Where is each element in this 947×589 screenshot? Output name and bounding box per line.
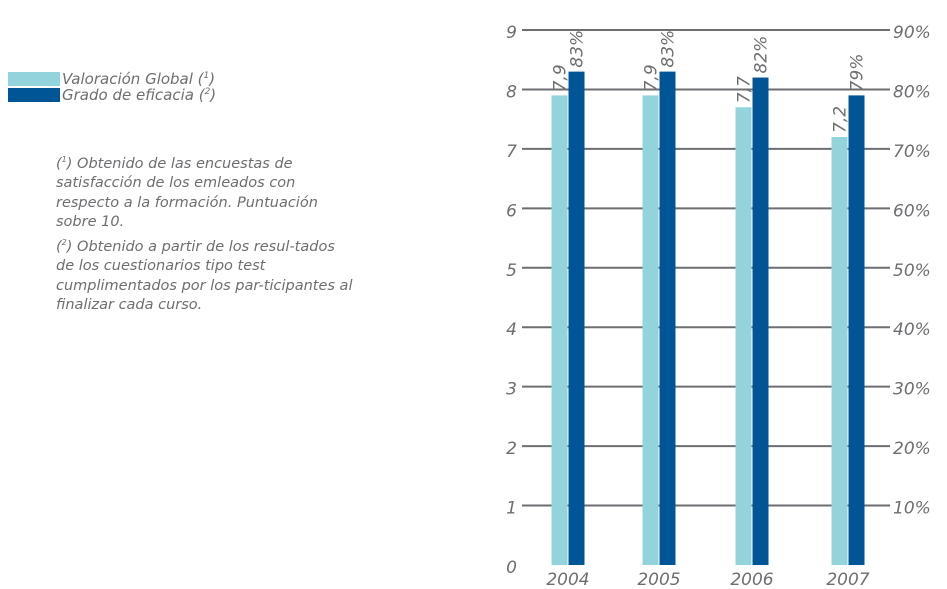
footnote-1: (1) Obtenido de las encuestas de satisfa… <box>56 155 318 231</box>
bar-valoracion-global <box>735 107 752 566</box>
x-axis-category-label: 2005 <box>637 570 680 589</box>
bar-valoracion-global <box>551 95 568 565</box>
data-label-grado-eficacia: 83% <box>568 30 588 68</box>
left-axis-tick-label: 8 <box>506 82 517 102</box>
right-axis-tick-label: 60% <box>893 201 931 221</box>
x-axis-category-label: 2006 <box>730 570 773 589</box>
footnote-2: (2) Obtenido a partir de los resul-tados… <box>56 237 353 314</box>
right-axis-tick-label: 70% <box>893 142 931 162</box>
bar-grado-eficacia <box>659 71 676 565</box>
left-axis-tick-label: 1 <box>506 499 517 519</box>
chart-footnotes: (1) Obtenido de las encuestas de satisfa… <box>56 150 356 316</box>
data-label-valoracion-global: 7,2 <box>831 106 851 133</box>
data-label-valoracion-global: 7,9 <box>551 64 571 91</box>
bar-grado-eficacia <box>568 71 585 565</box>
right-axis-tick-label: 40% <box>893 320 931 340</box>
bar-grado-eficacia <box>848 95 865 565</box>
data-label-grado-eficacia: 83% <box>659 30 679 68</box>
left-axis-tick-label: 6 <box>506 201 517 221</box>
legend-item-grado-eficacia: Grado de eficacia (2) <box>8 85 216 105</box>
data-label-valoracion-global: 7,7 <box>735 76 755 103</box>
data-label-grado-eficacia: 79% <box>848 54 868 92</box>
right-axis-tick-label: 90% <box>893 23 931 43</box>
left-axis-tick-label: 2 <box>506 439 517 459</box>
data-label-valoracion-global: 7,9 <box>642 64 662 91</box>
legend-swatch-valoracion <box>8 72 60 86</box>
left-axis-tick-label: 7 <box>506 142 517 162</box>
left-axis-tick-label: 4 <box>506 320 517 340</box>
left-axis-tick-label: 3 <box>506 380 517 400</box>
legend-swatch-eficacia <box>8 88 60 102</box>
left-axis-tick-label: 9 <box>506 23 517 43</box>
right-axis-tick-label: 50% <box>893 261 931 281</box>
bar-valoracion-global <box>831 137 848 565</box>
right-axis-tick-label: 20% <box>893 439 931 459</box>
data-label-grado-eficacia: 82% <box>752 36 772 74</box>
right-axis-tick-label: 10% <box>893 499 931 519</box>
legend-item-valoracion-global: Valoración Global (1) <box>8 69 216 89</box>
left-axis-tick-label: 5 <box>506 261 517 281</box>
legend-label-eficacia: Grado de eficacia (2) <box>62 86 217 104</box>
x-axis-category-label: 2004 <box>546 570 589 589</box>
right-axis-tick-label: 30% <box>893 380 931 400</box>
chart-legend: Valoración Global (1) Grado de eficacia … <box>8 69 216 105</box>
bar-valoracion-global <box>642 95 659 565</box>
x-axis-category-label: 2007 <box>826 570 869 589</box>
right-axis-tick-label: 80% <box>893 82 931 102</box>
left-axis-tick-label: 0 <box>506 558 517 578</box>
bar-grado-eficacia <box>752 77 769 566</box>
legend-label-valoracion: Valoración Global (1) <box>62 70 216 88</box>
